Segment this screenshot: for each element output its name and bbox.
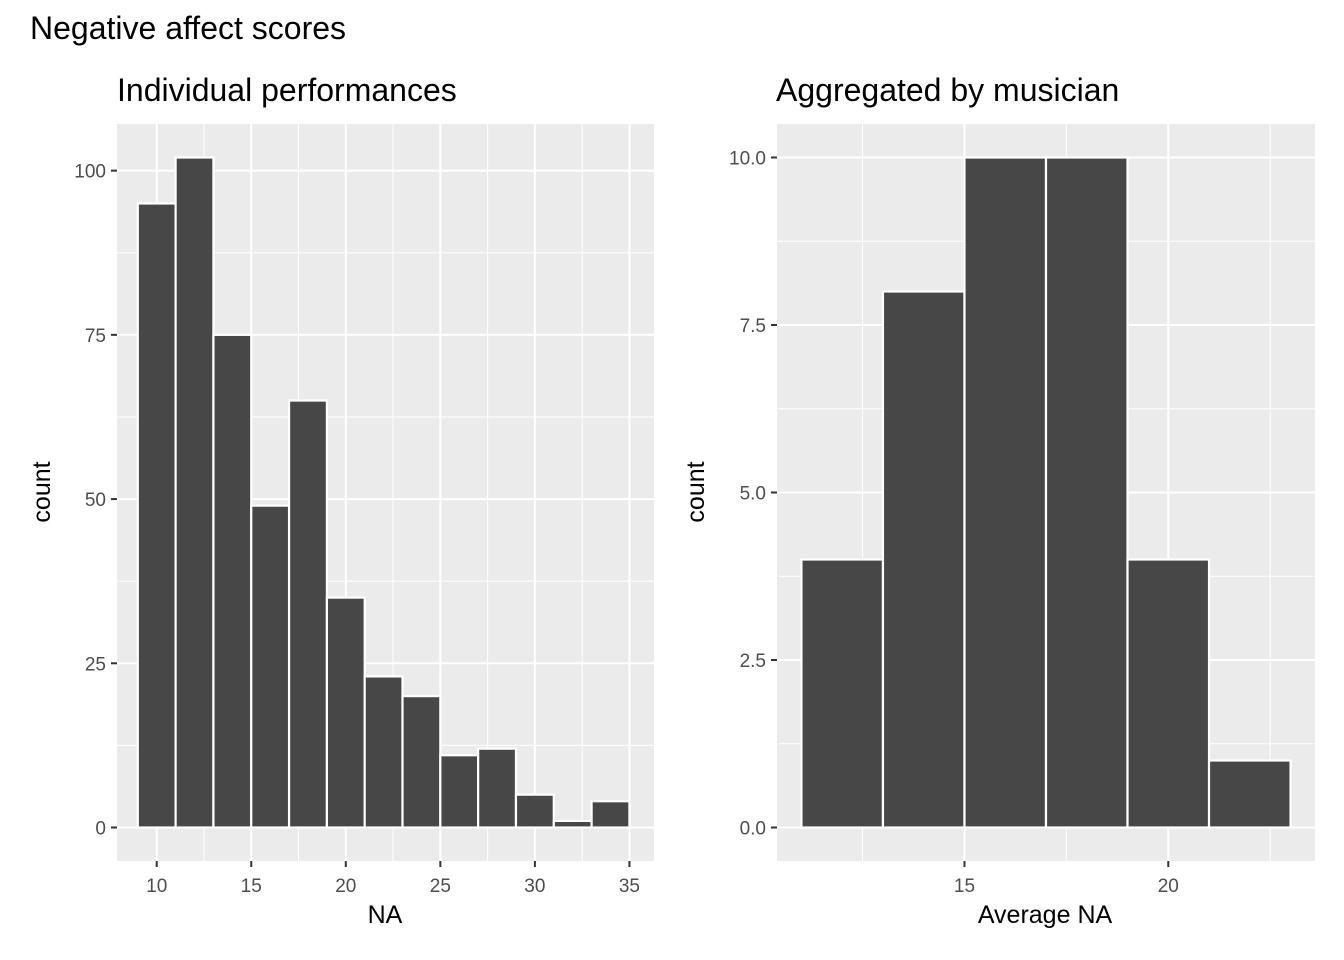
x-tick-label: 35: [619, 876, 640, 897]
x-tick-label: 15: [954, 876, 975, 897]
y-axis-title-aggregated: count: [682, 461, 710, 522]
x-tick-label: 10: [146, 876, 167, 897]
y-tick-label: 100: [74, 162, 106, 183]
x-tick-label: 20: [1158, 876, 1179, 897]
y-axis-title-individual: count: [28, 461, 56, 522]
figure-title: Negative affect scores: [30, 10, 346, 46]
x-tick-label: 15: [241, 876, 262, 897]
plot-area-aggregated: 15 20 0.0 2.5 5.0 7.5 10.0: [729, 124, 1315, 897]
histogram-individual-performances: 10 15 20 25 30 35 0 25 50 75 100 Individual perfor…: [28, 72, 654, 929]
x-axis-title-individual: NA: [368, 901, 403, 929]
histogram-bar-aggregated-1: [881, 290, 966, 829]
histogram-bar-aggregated-5: [1207, 759, 1292, 829]
y-tick-label: 10.0: [729, 149, 766, 170]
y-tick-label: 2.5: [740, 651, 766, 672]
histogram-bar-individual-1: [174, 156, 215, 829]
histogram-bar-individual-10: [514, 793, 555, 829]
histogram-bar-individual-11: [552, 819, 593, 829]
panel-title-individual: Individual performances: [117, 72, 457, 108]
y-tick-label: 5.0: [740, 484, 766, 505]
histogram-bar-individual-7: [401, 695, 442, 829]
histogram-bar-individual-12: [590, 800, 631, 829]
histogram-bar-individual-6: [363, 675, 404, 829]
histogram-aggregated-by-musician: 15 20 0.0 2.5 5.0 7.5 10.0 Aggregated by music…: [682, 72, 1315, 929]
plot-area-individual: 10 15 20 25 30 35 0 25 50 75 100: [74, 124, 654, 897]
histogram-bar-individual-0: [136, 202, 177, 829]
histogram-bar-aggregated-4: [1126, 558, 1211, 829]
y-tick-label: 0.0: [740, 819, 766, 840]
panel-title-aggregated: Aggregated by musician: [776, 72, 1119, 108]
y-tick-label: 25: [85, 654, 106, 675]
histogram-bar-individual-8: [439, 754, 480, 829]
histogram-bar-individual-9: [477, 747, 518, 829]
x-tick-label: 25: [430, 876, 451, 897]
x-axis-title-aggregated: Average NA: [978, 901, 1113, 929]
histogram-bar-aggregated-2: [963, 156, 1048, 829]
y-tick-label: 75: [85, 326, 106, 347]
x-tick-label: 30: [524, 876, 545, 897]
histogram-bar-aggregated-0: [800, 558, 885, 829]
y-tick-label: 7.5: [740, 316, 766, 337]
x-tick-label: 20: [335, 876, 356, 897]
y-tick-label: 0: [95, 819, 106, 840]
histogram-bar-individual-4: [287, 399, 328, 829]
y-tick-label: 50: [85, 490, 106, 511]
histogram-bar-individual-5: [325, 596, 366, 829]
histogram-bar-aggregated-3: [1044, 156, 1129, 829]
histogram-bar-individual-2: [212, 333, 253, 829]
histogram-bar-individual-3: [250, 504, 291, 829]
